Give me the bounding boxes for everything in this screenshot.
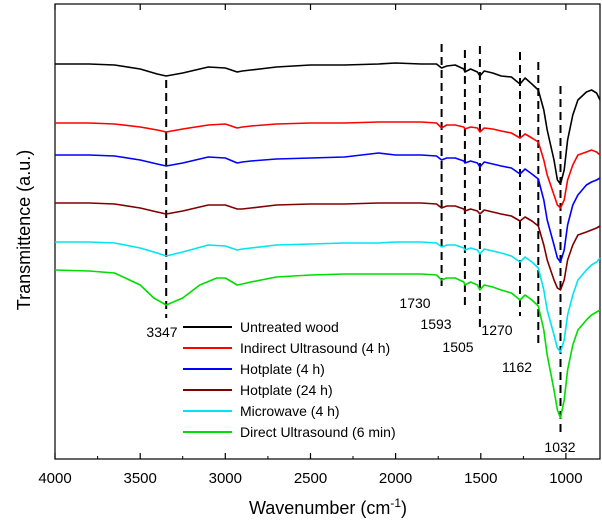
peak-labels: 3347 1730 1593 1505 1270 1162 1032: [146, 295, 575, 455]
x-axis-title: Wavenumber (cm-1): [249, 496, 407, 518]
y-axis-title: Transmittence (a.u.): [14, 150, 34, 310]
legend: Untreated wood Indirect Ultrasound (4 h) H…: [183, 319, 396, 440]
x-tick-label: 2000: [379, 470, 412, 487]
series-line-1: [55, 62, 601, 185]
series-line-2: [55, 121, 601, 209]
peak-marker-lines: [165, 44, 562, 432]
legend-label-6: Direct Ultrasound (6 min): [240, 424, 396, 440]
x-axis-ticks: 4000 3500 3000 2500 2000 1500 1000: [38, 4, 583, 487]
legend-label-3: Hotplate (4 h): [240, 361, 325, 377]
plot-frame: [54, 3, 601, 460]
series-line-4: [55, 202, 601, 291]
x-tick-label: 3500: [124, 470, 157, 487]
peak-label-1505: 1505: [442, 339, 473, 355]
series-line-5: [55, 241, 601, 353]
series-line-3: [55, 152, 601, 263]
x-tick-label: 1000: [549, 470, 582, 487]
legend-label-4: Hotplate (24 h): [240, 382, 333, 398]
peak-label-1270: 1270: [481, 322, 512, 338]
peak-label-3347: 3347: [146, 324, 177, 340]
x-tick-label: 3000: [209, 470, 242, 487]
peak-label-1730: 1730: [399, 295, 430, 311]
legend-label-2: Indirect Ultrasound (4 h): [240, 340, 390, 356]
x-tick-label: 1500: [464, 470, 497, 487]
series-lines: [54, 62, 601, 419]
x-tick-label: 4000: [38, 470, 71, 487]
peak-label-1032: 1032: [544, 439, 575, 455]
legend-label-1: Untreated wood: [240, 319, 339, 335]
peak-label-1593: 1593: [420, 316, 451, 332]
series-line-6: [54, 269, 601, 419]
legend-label-5: Microwave (4 h): [240, 403, 340, 419]
peak-label-1162: 1162: [502, 359, 532, 375]
x-tick-label: 2500: [294, 470, 327, 487]
